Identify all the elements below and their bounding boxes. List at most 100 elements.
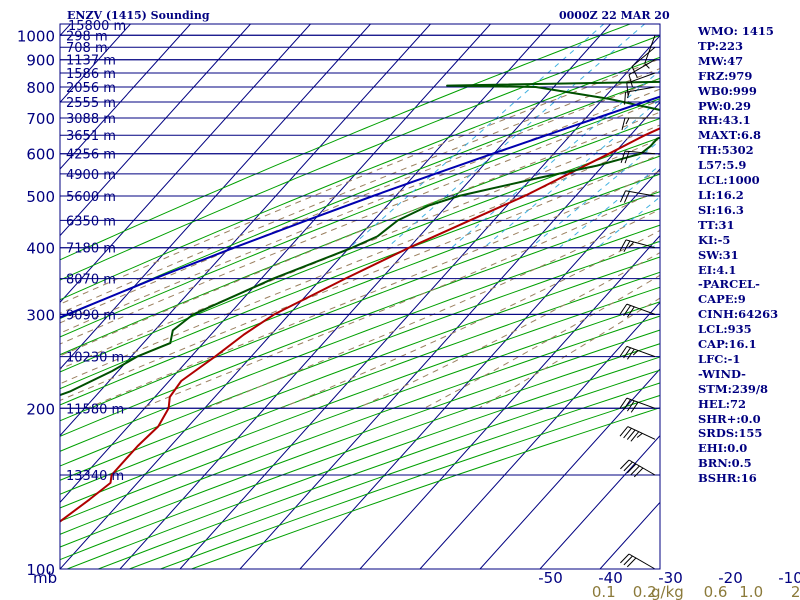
height-label: 3651 m <box>66 129 116 144</box>
station-title: ENZV (1415) Sounding <box>67 9 210 22</box>
sounding-index: BSHR:16 <box>698 471 757 486</box>
sounding-index: -WIND- <box>698 366 746 381</box>
height-label: 8070 m <box>66 273 116 288</box>
isotherm-line <box>60 24 311 304</box>
height-label: 15800 m <box>68 19 126 34</box>
wind-barb <box>619 303 656 318</box>
dry-adiabat <box>60 343 660 561</box>
sounding-index: CINH:64263 <box>698 307 779 322</box>
mixing-ratio-line <box>451 70 660 249</box>
isobar-lines <box>60 34 660 570</box>
sounding-index: WB0:999 <box>698 83 757 98</box>
wind-barb <box>628 59 656 87</box>
moist-adiabat <box>141 188 660 409</box>
parcel-path <box>60 95 660 319</box>
sounding-index: HEL:72 <box>698 396 746 411</box>
axis-labels: 100 200 300 400 500 600 700 800 900 1000 15800 m 13… <box>17 19 800 600</box>
dry-adiabat <box>60 256 660 481</box>
mixing-ratio-tick-label: 0.2 <box>633 583 657 600</box>
plot-frame <box>59 23 661 570</box>
isotherm-line <box>239 101 660 569</box>
sounding-index: SRDS:155 <box>698 426 763 441</box>
wind-barb <box>631 46 656 78</box>
moist-adiabat <box>280 229 660 409</box>
sounding-index: CAPE:9 <box>698 292 746 307</box>
mixing-ratio-unit: g/kg <box>651 583 684 600</box>
sounding-index: RH:43.1 <box>698 113 751 128</box>
sounding-index: TP:223 <box>698 38 744 53</box>
pressure-tick-label: 700 <box>26 110 55 128</box>
sounding-index: SI:16.3 <box>698 202 744 217</box>
temperature-tick-label: -50 <box>538 569 563 587</box>
sounding-index: LI:16.2 <box>698 187 744 202</box>
isotherm-line <box>60 24 251 237</box>
height-label: 4900 m <box>66 168 116 183</box>
height-label: 708 m <box>66 41 108 56</box>
dry-adiabat <box>60 77 660 320</box>
isotherm-line <box>60 24 491 504</box>
isotherm-line <box>179 34 660 569</box>
wind-barb <box>619 190 656 203</box>
moist-adiabat <box>60 111 660 357</box>
sounding-indices-panel: WMO: 1415 TP:223 MW:47 FRZ:979 WB0:999 PW:0.2… <box>698 24 798 486</box>
dry-adiabat <box>60 315 660 535</box>
sounding-index: LCL:1000 <box>698 173 760 188</box>
pressure-tick-label: 900 <box>26 52 55 70</box>
dry-adiabat <box>98 369 660 569</box>
dewpoint-profile <box>60 80 660 397</box>
sounding-index: BRN:0.5 <box>698 456 752 471</box>
mixing-ratio-tick-label: 0.6 <box>704 583 728 600</box>
isotherm-line <box>0 24 11 569</box>
dry-adiabat <box>60 98 660 338</box>
pressure-tick-label: 800 <box>26 79 55 97</box>
dry-adiabat <box>60 191 660 422</box>
sounding-index: STM:239/8 <box>698 381 769 396</box>
isotherm-line <box>119 24 611 569</box>
wind-barb <box>624 86 656 105</box>
temperature-tick-label: -20 <box>718 569 743 587</box>
sounding-index: LCL:935 <box>698 322 752 337</box>
pressure-tick-label: 1000 <box>17 27 55 45</box>
height-label: 5600 m <box>66 190 116 205</box>
wind-barb <box>620 150 656 164</box>
sounding-index: SHR+:0.0 <box>698 411 761 426</box>
dry-adiabat <box>60 173 660 406</box>
isotherm-line <box>60 24 431 437</box>
isotherm-line <box>60 24 191 170</box>
pressure-tick-label: 600 <box>26 146 55 164</box>
sounding-index: LFC:-1 <box>698 351 741 366</box>
pressure-tick-label: 200 <box>26 400 55 418</box>
pressure-tick-label: 500 <box>26 188 55 206</box>
sounding-index: FRZ:979 <box>698 68 753 83</box>
sounding-index: WMO: 1415 <box>698 24 774 38</box>
sounding-index: -PARCEL- <box>698 277 760 292</box>
dry-adiabat <box>60 271 660 495</box>
dry-adiabat <box>60 34 660 281</box>
height-label: 4256 m <box>66 148 116 163</box>
wind-barb <box>644 35 656 69</box>
temperature-tick-label: -40 <box>598 569 623 587</box>
sounding-index: CAP:16.1 <box>698 337 757 352</box>
wind-barb <box>619 426 656 442</box>
mixing-ratio-tick-label: 2.0 <box>791 583 800 600</box>
height-label: 2555 m <box>66 96 116 111</box>
sounding-index: L57:5.9 <box>698 158 747 173</box>
wind-barbs <box>619 35 656 570</box>
sounding-index: PW:0.29 <box>698 98 752 113</box>
wind-barb <box>620 459 656 478</box>
pressure-tick-label: 300 <box>26 306 55 324</box>
temperature-tick-label: -30 <box>658 569 683 587</box>
height-label: 1137 m <box>66 54 116 69</box>
sounding-index: SW:31 <box>698 247 739 262</box>
height-label: 298 m <box>66 29 108 44</box>
dry-adiabat <box>60 301 660 522</box>
sounding-time: 0000Z 22 MAR 20 <box>559 9 670 22</box>
temperature-profile <box>60 127 660 523</box>
mixing-ratio-tick-label: 1.0 <box>739 583 763 600</box>
wind-barb <box>626 72 656 96</box>
sounding-index: KI:-5 <box>698 232 731 247</box>
x-unit-label: mb <box>33 569 57 587</box>
height-label: 11580 m <box>66 402 124 417</box>
height-label: 3088 m <box>66 112 116 127</box>
